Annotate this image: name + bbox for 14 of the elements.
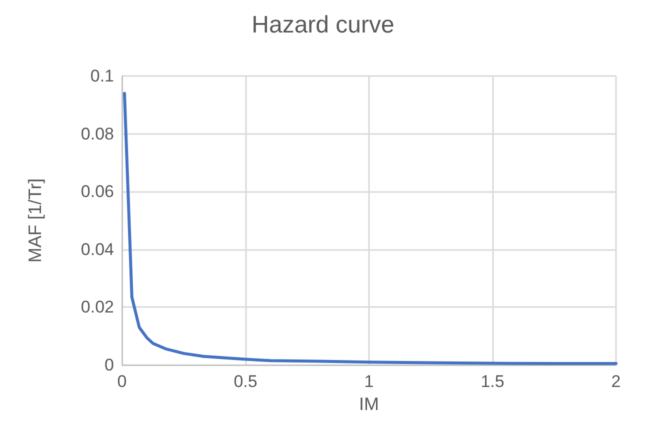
x-tick-label: 2 (611, 372, 621, 391)
x-tick-label: 1.5 (480, 372, 504, 391)
x-tick-label: 0.5 (234, 372, 258, 391)
y-tick-label: 0.04 (80, 240, 114, 259)
x-tick-label: 0 (117, 372, 127, 391)
y-tick-label: 0 (104, 356, 114, 374)
x-axis-title: IM (359, 394, 379, 414)
y-tick-label: 0.06 (80, 182, 114, 202)
y-axis-title: MAF [1/Tr] (25, 178, 45, 263)
y-tick-label: 0.02 (80, 298, 114, 317)
x-tick-label: 1 (364, 372, 374, 391)
chart-title: Hazard curve (252, 12, 394, 38)
y-tick-label: 0.08 (80, 124, 114, 144)
y-tick-label: 0.1 (90, 66, 114, 86)
